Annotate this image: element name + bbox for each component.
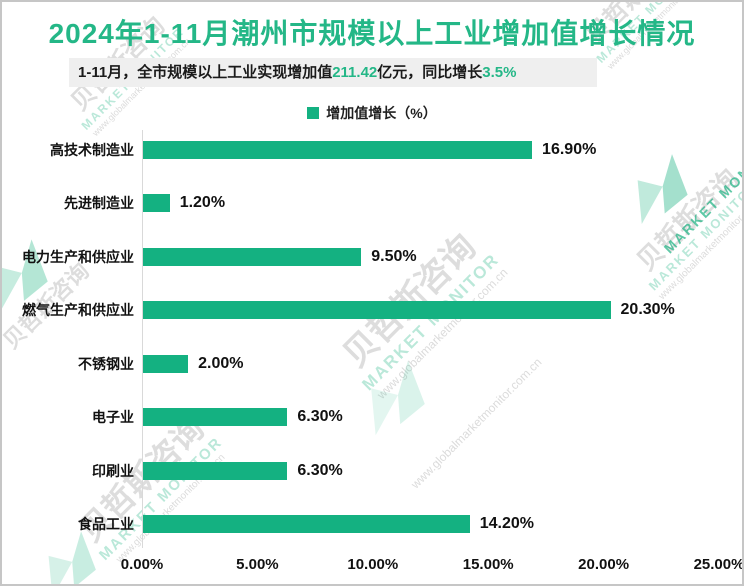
subtitle-growth-rate: 3.5% [482, 64, 517, 81]
bar-track: 6.30% [142, 461, 719, 480]
bar-row: 先进制造业 1.20% [2, 177, 742, 231]
x-axis-labels: 0.00% 5.00% 10.00% 15.00% 20.00% 25.00% [121, 556, 742, 576]
value-label: 6.30% [297, 408, 343, 426]
bar-track: 20.30% [142, 301, 719, 320]
bar [142, 354, 189, 373]
bar-row: 食品工业 14.20% [2, 498, 742, 552]
bar-row: 印刷业 6.30% [2, 444, 742, 498]
value-label: 6.30% [297, 461, 343, 479]
bar-track: 16.90% [142, 140, 719, 159]
bar [142, 247, 362, 266]
category-label: 食品工业 [78, 516, 134, 533]
legend-label: 增加值增长（%） [326, 105, 437, 121]
x-tick-label: 25.00% [693, 556, 744, 573]
bar-row: 电子业 6.30% [2, 391, 742, 445]
legend: 增加值增长（%） [2, 103, 742, 123]
bar [142, 194, 170, 213]
category-label: 电力生产和供应业 [22, 248, 134, 265]
bar-row: 电力生产和供应业 9.50% [2, 230, 742, 284]
category-label: 不锈钢业 [78, 355, 134, 372]
value-label: 9.50% [371, 247, 417, 265]
bar-track: 9.50% [142, 247, 719, 266]
value-label: 1.20% [179, 194, 226, 212]
subtitle-value-added: 211.42 [332, 64, 378, 81]
x-tick-label: 0.00% [120, 556, 164, 573]
category-label: 高技术制造业 [50, 141, 134, 158]
bar-row: 高技术制造业 16.90% [2, 123, 742, 177]
legend-swatch [307, 107, 320, 119]
bar-chart: 高技术制造业 16.90% 先进制造业 1.20% 电力生产和供应业 9.50% 燃气生产和… [2, 123, 742, 552]
bar-track: 6.30% [142, 408, 719, 427]
value-label: 2.00% [198, 354, 244, 372]
bar [142, 461, 288, 480]
bar [142, 408, 288, 427]
chart-title: 2024年1-11月潮州市规模以上工业增加值增长情况 [48, 18, 696, 49]
bar [142, 301, 611, 320]
value-label: 20.30% [620, 301, 675, 319]
bar-row: 不锈钢业 2.00% [2, 337, 742, 391]
x-tick-label: 20.00% [578, 556, 630, 573]
subtitle-text: 亿元，同比增长 [377, 64, 483, 81]
bar-track: 1.20% [142, 194, 719, 213]
bar-track: 14.20% [142, 515, 719, 534]
value-label: 16.90% [542, 140, 597, 158]
category-label: 电子业 [92, 409, 134, 426]
bar-track: 2.00% [142, 354, 719, 373]
category-label: 先进制造业 [64, 195, 134, 212]
subtitle-banner: 1-11月，全市规模以上工业实现增加值211.42亿元，同比增长3.5% [69, 58, 597, 87]
x-tick-label: 5.00% [236, 556, 279, 573]
x-tick-label: 10.00% [347, 556, 399, 573]
subtitle-text: 1-11月，全市规模以上工业实现增加值 [78, 64, 333, 81]
value-label: 14.20% [479, 515, 534, 533]
x-tick-label: 15.00% [462, 556, 514, 573]
category-label: 燃气生产和供应业 [22, 302, 134, 319]
bar [142, 515, 470, 534]
bar-row: 燃气生产和供应业 20.30% [2, 284, 742, 338]
bar [142, 140, 533, 159]
y-axis-line [142, 130, 143, 548]
category-label: 印刷业 [92, 462, 134, 479]
